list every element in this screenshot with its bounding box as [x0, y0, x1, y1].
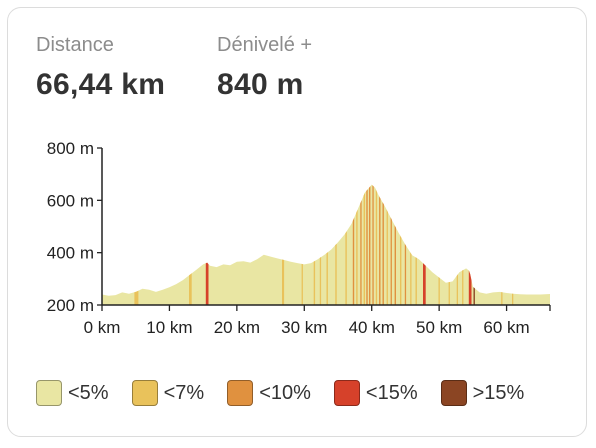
x-tick-label: 10 km: [146, 318, 192, 337]
grade-segment: [400, 235, 402, 305]
grade-segment: [356, 209, 358, 305]
grade-segment: [404, 243, 407, 305]
grade-segment: [363, 192, 365, 305]
legend-swatch: [227, 380, 254, 406]
x-tick-label: 50 km: [416, 318, 462, 337]
grade-segment: [366, 189, 368, 305]
distance-label: Distance: [36, 34, 114, 56]
grade-segment: [390, 217, 392, 305]
grade-segment: [282, 259, 285, 305]
legend-swatch: [131, 380, 158, 406]
grade-segment: [372, 185, 374, 305]
grade-segment: [313, 260, 316, 305]
grade-segment: [438, 277, 440, 305]
grade-segment: [448, 282, 450, 305]
legend-item-gt15: >15%: [440, 380, 525, 406]
grade-segment: [473, 287, 475, 305]
grade-segment: [360, 200, 362, 305]
grade-segment: [501, 292, 503, 305]
grade-segment: [394, 225, 396, 305]
legend-label: >15%: [472, 381, 525, 404]
grade-segment: [205, 262, 209, 305]
elevation-card: [7, 7, 587, 437]
legend-item-lt5: <5%: [36, 380, 109, 406]
grade-segment: [456, 274, 458, 305]
grade-segment: [335, 243, 337, 305]
grade-segment: [134, 290, 139, 305]
legend-label: <7%: [163, 381, 205, 404]
y-tick-label: 200 m: [47, 296, 94, 315]
legend-item-lt7: <7%: [131, 380, 205, 406]
grade-segment: [375, 189, 378, 305]
elevation-gain-value: 840 m: [217, 68, 304, 101]
grade-segment: [423, 263, 426, 305]
legend-label: <10%: [259, 381, 311, 404]
x-tick-label: 0 km: [84, 318, 121, 337]
grade-segment: [326, 252, 328, 305]
legend-item-lt10: <10%: [227, 380, 311, 406]
grade-legend: <5% <7% <10% <15% >15%: [36, 380, 547, 406]
y-tick-label: 400 m: [47, 244, 94, 263]
legend-swatch: [440, 380, 467, 406]
grade-segment: [462, 269, 464, 305]
x-tick-label: 30 km: [281, 318, 327, 337]
grade-segment: [379, 196, 381, 305]
elevation-gain-label: Dénivelé +: [217, 34, 313, 56]
grade-segment: [319, 257, 322, 305]
legend-label: <5%: [68, 381, 109, 404]
y-tick-label: 800 m: [47, 139, 94, 158]
grade-segment: [415, 257, 417, 305]
elevation-area: [102, 184, 550, 305]
y-tick-label: 600 m: [47, 191, 94, 210]
x-tick-label: 20 km: [214, 318, 260, 337]
elevation-gain-stat: Dénivelé + 840 m: [217, 34, 312, 102]
x-tick-label: 40 km: [349, 318, 395, 337]
grade-segment: [512, 293, 514, 305]
legend-swatch: [333, 380, 360, 406]
grade-segment: [189, 273, 192, 305]
grade-segment: [410, 252, 412, 305]
x-tick-label: 60 km: [483, 318, 529, 337]
grade-segment: [386, 209, 388, 305]
grade-segment: [468, 270, 472, 305]
legend-label: <15%: [365, 381, 418, 404]
legend-item-lt15: <15%: [333, 380, 418, 406]
legend-swatch: [36, 380, 62, 406]
grade-segment: [301, 263, 303, 305]
grade-segment: [352, 217, 355, 305]
grade-segment: [369, 186, 371, 305]
grade-segment: [382, 202, 384, 305]
distance-value: 66,44 km: [36, 68, 166, 101]
distance-stat: Distance 66,44 km: [36, 34, 165, 102]
grade-segment: [345, 231, 347, 305]
